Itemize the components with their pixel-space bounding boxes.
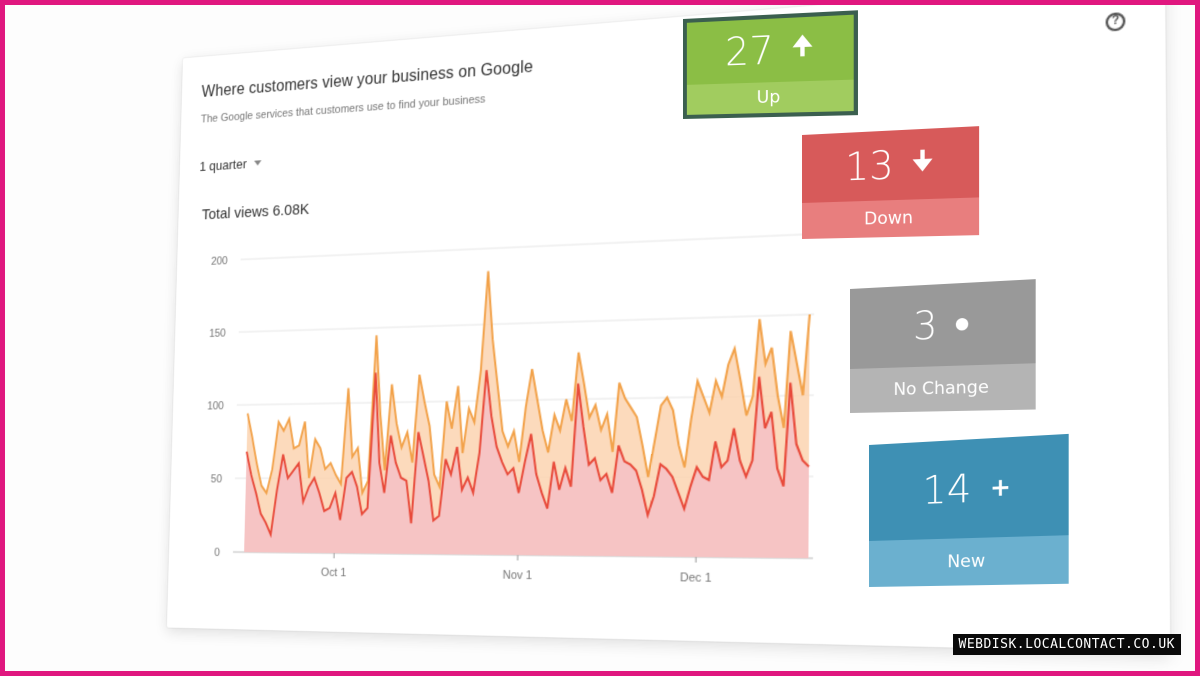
watermark: WEBDISK.LOCALCONTACT.CO.UK [953,634,1182,655]
tile-down-value: 13 [845,143,894,190]
views-area-chart: 0 50 100 150 200 Oct 1 Nov 1 Dec 1 [186,220,831,593]
tile-up-value: 27 [725,28,774,75]
tile-down-label: Down [802,197,979,239]
total-views: Total views 6.08K [202,201,310,224]
period-value: 1 quarter [199,156,247,174]
arrow-down-icon: 🠋 [912,142,933,185]
period-dropdown[interactable]: 1 quarter [199,155,261,174]
tile-no-change-label: No Change [850,363,1036,413]
x-tick-label: Nov 1 [503,569,533,583]
y-tick-label: 50 [211,473,223,485]
tile-no-change: 3 No Change [850,279,1036,413]
x-tick-label: Oct 1 [321,566,347,579]
gridline [241,234,815,260]
tile-new-value: 14 [922,466,971,513]
dot-icon [956,318,968,331]
tile-up: 27 🠉 Up [683,10,858,119]
tile-new-label: New [869,535,1069,587]
tile-no-change-value: 3 [913,303,937,349]
y-tick-label: 0 [214,547,220,560]
arrow-up-icon: 🠉 [792,28,813,71]
x-tick-label: Dec 1 [680,571,712,585]
tile-down: 13 🠋 Down [802,126,979,239]
question-circle-icon[interactable]: ? [1106,12,1126,32]
tile-up-label: Up [687,80,854,115]
y-tick-label: 200 [211,255,228,268]
y-tick-label: 150 [209,327,226,340]
caret-down-icon [254,160,261,165]
plus-icon: + [990,472,1011,502]
y-tick-label: 100 [207,400,224,413]
gridline [239,314,815,332]
tile-new: 14 + New [869,434,1069,587]
